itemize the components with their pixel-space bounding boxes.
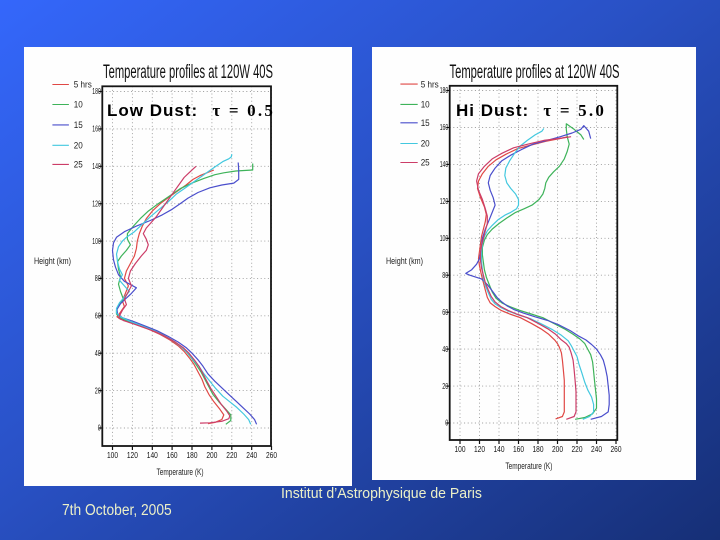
svg-text:10: 10: [421, 100, 430, 111]
svg-text:200: 200: [552, 445, 563, 454]
svg-text:15: 15: [421, 118, 430, 129]
svg-text:25: 25: [74, 160, 83, 171]
svg-text:80: 80: [442, 271, 448, 280]
svg-text:160: 160: [92, 125, 101, 134]
svg-text:5 hrs: 5 hrs: [421, 79, 439, 90]
svg-text:20: 20: [74, 141, 83, 152]
svg-text:60: 60: [442, 308, 448, 317]
svg-text:20: 20: [95, 386, 101, 395]
svg-text:240: 240: [246, 451, 257, 460]
svg-text:120: 120: [440, 197, 449, 206]
svg-text:100: 100: [107, 451, 118, 460]
svg-text:160: 160: [513, 445, 524, 454]
svg-text:40: 40: [442, 345, 448, 354]
svg-text:120: 120: [127, 451, 138, 460]
svg-text:220: 220: [226, 451, 237, 460]
svg-text:140: 140: [440, 160, 449, 169]
svg-text:Temperature (K): Temperature (K): [157, 467, 204, 477]
svg-text:40: 40: [95, 349, 101, 358]
svg-text:10: 10: [74, 100, 83, 111]
svg-text:Temperature profiles at 120W 4: Temperature profiles at 120W 40S: [450, 62, 620, 83]
svg-text:180: 180: [440, 86, 449, 95]
svg-text:120: 120: [474, 445, 485, 454]
svg-text:240: 240: [591, 445, 602, 454]
svg-text:180: 180: [533, 445, 544, 454]
svg-text:200: 200: [206, 451, 217, 460]
svg-text:20: 20: [442, 382, 448, 391]
svg-text:260: 260: [611, 445, 622, 454]
svg-text:180: 180: [92, 87, 101, 96]
svg-text:0: 0: [445, 419, 448, 428]
svg-text:0: 0: [98, 424, 101, 433]
svg-text:180: 180: [187, 451, 198, 460]
svg-text:Temperature (K): Temperature (K): [505, 461, 552, 471]
svg-text:25: 25: [421, 158, 430, 169]
svg-text:Temperature profiles at 120W 4: Temperature profiles at 120W 40S: [103, 62, 273, 83]
svg-text:100: 100: [92, 237, 101, 246]
svg-text:20: 20: [421, 139, 430, 150]
svg-text:60: 60: [95, 312, 101, 321]
svg-text:15: 15: [74, 120, 83, 131]
svg-text:100: 100: [440, 234, 449, 243]
svg-text:160: 160: [440, 123, 449, 132]
svg-text:220: 220: [572, 445, 583, 454]
svg-text:140: 140: [494, 445, 505, 454]
svg-text:120: 120: [92, 199, 101, 208]
svg-text:140: 140: [92, 162, 101, 171]
svg-text:160: 160: [167, 451, 178, 460]
svg-text:Height (km): Height (km): [34, 256, 71, 266]
svg-text:80: 80: [95, 274, 101, 283]
svg-text:260: 260: [266, 451, 277, 460]
svg-text:140: 140: [147, 451, 158, 460]
svg-text:Height (km): Height (km): [386, 256, 423, 266]
svg-text:100: 100: [455, 445, 466, 454]
svg-text:5 hrs: 5 hrs: [74, 80, 92, 91]
